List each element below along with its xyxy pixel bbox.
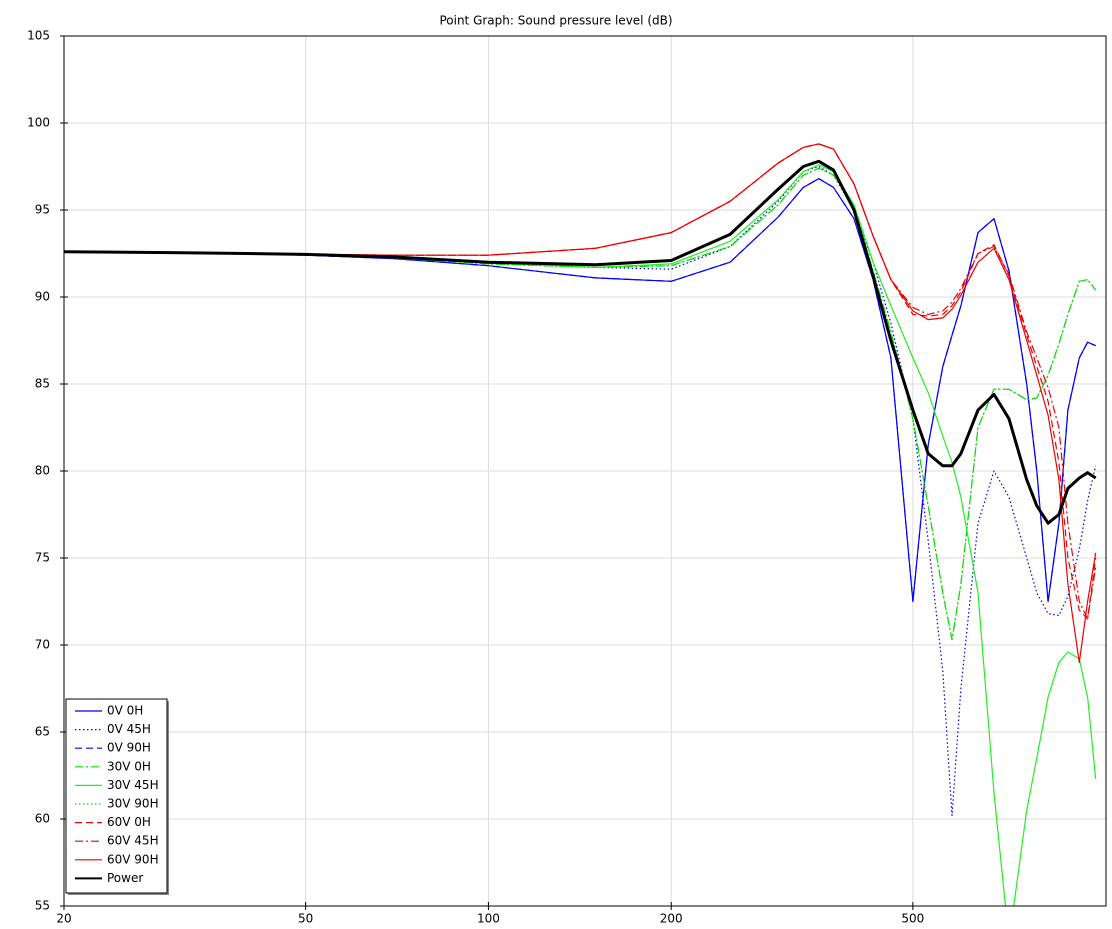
series-line xyxy=(64,178,1096,603)
legend-label: 30V 45H xyxy=(107,778,159,792)
x-tick-label: 100 xyxy=(477,912,500,926)
x-tick-label: 50 xyxy=(298,912,313,926)
legend-label: 60V 0H xyxy=(107,815,151,829)
series-line xyxy=(64,167,1097,641)
series-line xyxy=(64,143,1097,663)
legend-label: 0V 45H xyxy=(107,722,151,736)
series-line xyxy=(64,164,1097,906)
series-line xyxy=(64,159,1097,525)
legend-label: 60V 45H xyxy=(107,834,159,848)
y-tick-label: 95 xyxy=(35,203,50,217)
y-tick-label: 105 xyxy=(27,29,50,43)
y-tick-label: 80 xyxy=(35,464,50,478)
y-tick-label: 70 xyxy=(35,638,50,652)
y-tick-label: 75 xyxy=(35,551,50,565)
legend-label: 60V 90H xyxy=(107,852,159,866)
x-tick-label: 20 xyxy=(56,912,71,926)
legend-label: 0V 90H xyxy=(107,741,151,755)
series-line xyxy=(64,143,1097,620)
legend-box xyxy=(65,698,168,894)
y-tick-label: 60 xyxy=(35,812,50,826)
y-tick-label: 100 xyxy=(27,116,50,130)
y-tick-label: 85 xyxy=(35,377,50,391)
legend-label: 30V 0H xyxy=(107,759,151,773)
y-tick-label: 90 xyxy=(35,290,50,304)
legend-label: Power xyxy=(107,871,143,885)
legend-label: 0V 0H xyxy=(107,704,143,718)
y-tick-label: 65 xyxy=(35,725,50,739)
legend-label: 30V 90H xyxy=(107,797,159,811)
series-line xyxy=(64,143,1097,620)
plot-area xyxy=(64,143,1097,906)
x-tick-label: 200 xyxy=(660,912,683,926)
y-tick-label: 55 xyxy=(35,899,50,913)
axes-frame xyxy=(63,35,1107,907)
series-line xyxy=(64,178,1096,603)
legend: 0V 0H 0V 45H 0V 90H 30V 0H 30V 45H 30V 90H 60V… xyxy=(65,698,169,895)
x-tick-label: 500 xyxy=(901,912,924,926)
series-line xyxy=(64,167,1097,641)
grid: 55 60 65 70 75 80 85 90 95 100 105 20 50 100 200 500 xyxy=(27,29,1106,926)
chart-title: Point Graph: Sound pressure level (dB) xyxy=(439,14,672,28)
